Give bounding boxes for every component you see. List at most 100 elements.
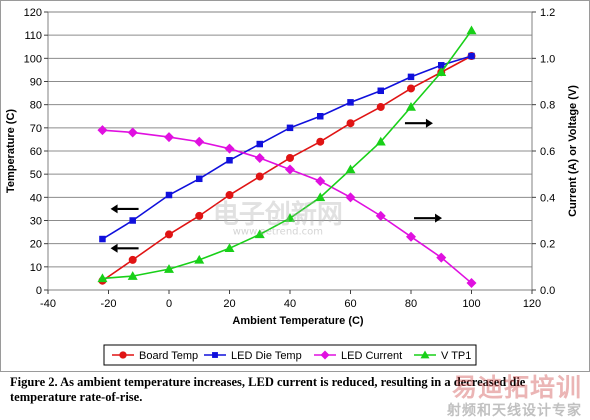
- data-point: [436, 252, 447, 263]
- data-point: [196, 175, 203, 183]
- data-point: [346, 119, 355, 128]
- data-point: [320, 350, 330, 360]
- chart-frame: [0, 0, 590, 372]
- annotation-arrow-head: [435, 213, 443, 223]
- y-tick-label: 60: [30, 146, 42, 158]
- data-point: [377, 87, 384, 95]
- watermark-bottom-right: 易迪拓培训: [451, 373, 582, 402]
- x-tick-label: 20: [223, 298, 235, 310]
- y2-tick-label: 0.6: [540, 146, 555, 158]
- data-point: [165, 230, 173, 239]
- data-point: [254, 152, 265, 163]
- data-point: [127, 271, 138, 280]
- y-axis-title: Temperature (C): [5, 109, 17, 193]
- data-point: [97, 273, 108, 283]
- legend-label: V TP1: [441, 350, 471, 362]
- data-point: [375, 210, 386, 221]
- data-point: [315, 176, 326, 187]
- y-tick-label: 110: [24, 30, 42, 42]
- data-point: [468, 52, 475, 60]
- x-axis-title: Ambient Temperature (C): [232, 315, 364, 327]
- data-point: [375, 136, 386, 146]
- y-tick-label: 40: [30, 192, 42, 204]
- data-point: [255, 172, 264, 181]
- data-point: [315, 192, 326, 202]
- data-point: [347, 99, 354, 106]
- legend-box: [103, 344, 477, 366]
- data-point: [164, 132, 174, 143]
- y-tick-label: 10: [30, 262, 42, 274]
- data-point: [129, 217, 136, 224]
- x-tick-label: 60: [344, 298, 356, 310]
- x-tick-label: 80: [405, 298, 417, 310]
- x-tick-label: 0: [166, 298, 172, 310]
- y2-axis-title: Current (A) or Voltage (V): [567, 85, 579, 217]
- legend-label: LED Current: [341, 350, 402, 362]
- x-tick-label: 100: [462, 298, 480, 310]
- data-point: [194, 254, 205, 264]
- watermark-bottom-right-sub: 射频和天线设计专家: [447, 403, 582, 419]
- data-point: [226, 157, 233, 164]
- data-point: [127, 127, 138, 138]
- y2-tick-label: 1.2: [540, 7, 555, 19]
- data-point: [286, 153, 294, 162]
- data-point: [406, 231, 416, 242]
- data-point: [345, 164, 356, 174]
- y2-tick-label: 0.4: [540, 192, 555, 204]
- legend-label: LED Die Temp: [231, 350, 302, 362]
- y-tick-label: 90: [30, 77, 42, 89]
- data-point: [224, 143, 235, 154]
- data-point: [407, 73, 415, 81]
- y-tick-label: 100: [24, 53, 42, 65]
- figure-caption: Figure 2. As ambient temperature increas…: [10, 375, 526, 404]
- annotation-arrow-head: [110, 243, 118, 253]
- data-point: [194, 136, 205, 147]
- watermark-center: 电子创新网: [213, 199, 343, 230]
- y2-tick-label: 0.8: [540, 100, 555, 112]
- data-point: [317, 113, 324, 120]
- watermark-center-url: www.eetrend.com: [233, 226, 323, 237]
- data-point: [119, 351, 127, 359]
- data-point: [438, 62, 445, 69]
- data-point: [420, 350, 430, 359]
- y-tick-label: 20: [30, 239, 42, 251]
- y-tick-label: 120: [24, 7, 42, 19]
- x-tick-label: 120: [523, 298, 541, 310]
- data-point: [164, 264, 174, 273]
- data-point: [286, 124, 294, 132]
- y-tick-label: 70: [30, 123, 42, 135]
- data-point: [466, 25, 477, 35]
- data-point: [256, 140, 263, 148]
- data-point: [285, 213, 295, 222]
- data-point: [225, 191, 234, 200]
- data-point: [224, 243, 235, 253]
- series-line: [102, 30, 473, 280]
- chart-svg: 01020304050607080901001101200.00.20.40.6…: [5, 7, 579, 366]
- data-point: [128, 255, 137, 264]
- y-tick-label: 30: [30, 216, 42, 228]
- y2-tick-label: 0.0: [540, 285, 555, 297]
- annotation-arrow-head: [425, 118, 433, 128]
- data-point: [466, 278, 477, 289]
- data-point: [99, 235, 106, 243]
- data-point: [165, 191, 173, 199]
- legend-label: Board Temp: [139, 350, 198, 362]
- data-point: [407, 84, 415, 93]
- data-point: [97, 125, 108, 136]
- x-tick-label: -40: [40, 298, 56, 310]
- data-point: [212, 352, 218, 358]
- data-point: [285, 164, 295, 175]
- data-point: [254, 229, 265, 239]
- x-tick-label: -20: [101, 298, 117, 310]
- data-point: [376, 102, 385, 111]
- y-tick-label: 50: [30, 169, 42, 181]
- y2-tick-label: 0.2: [540, 239, 555, 251]
- data-point: [406, 101, 416, 111]
- y-tick-label: 80: [30, 100, 42, 112]
- annotation-arrow-head: [110, 204, 118, 214]
- data-point: [436, 67, 447, 76]
- data-point: [345, 192, 356, 203]
- data-point: [316, 137, 325, 146]
- x-tick-label: 40: [284, 298, 296, 310]
- y2-tick-label: 1.0: [540, 53, 555, 65]
